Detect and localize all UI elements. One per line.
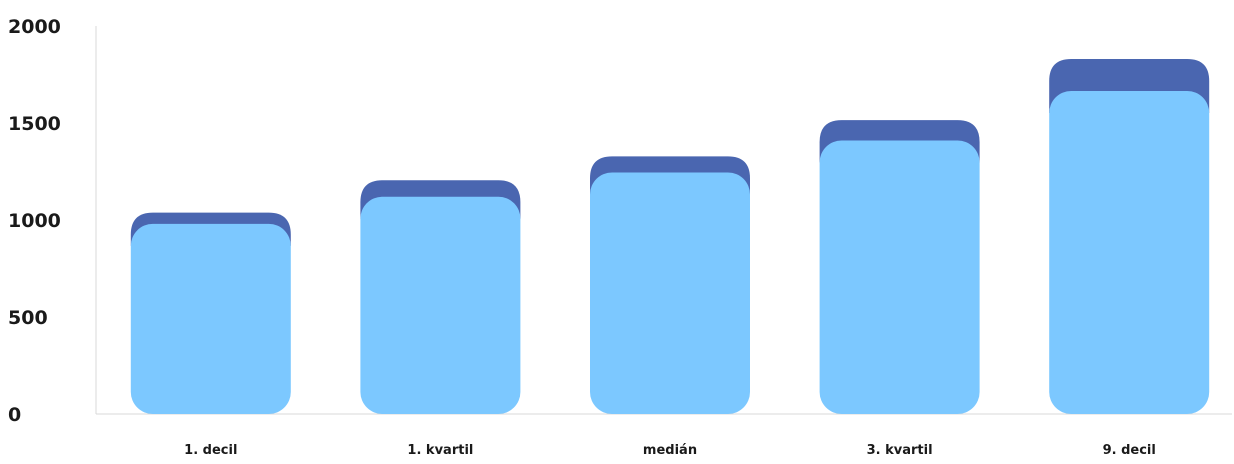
- x-axis-labels: 1. decil 1. kvartil medián 3. kvartil 9. dec…: [184, 443, 1156, 458]
- bars: [130, 58, 1210, 415]
- y-axis-labels: 0 500 1000 1500 2000: [8, 16, 61, 426]
- x-tick-label: 3. kvartil: [867, 443, 933, 458]
- y-tick-label: 1000: [8, 210, 61, 232]
- x-tick-label: medián: [643, 443, 697, 458]
- x-tick-label: 1. kvartil: [407, 443, 473, 458]
- bar-segment-lower: [1049, 90, 1210, 415]
- y-tick-label: 0: [8, 404, 21, 426]
- bar-segment-lower: [130, 223, 291, 414]
- y-tick-label: 2000: [8, 16, 61, 38]
- y-tick-label: 500: [8, 307, 48, 329]
- bar-segment-lower: [590, 172, 750, 414]
- bar-segment-lower: [360, 196, 521, 414]
- x-tick-label: 1. decil: [184, 443, 237, 458]
- x-tick-label: 9. decil: [1103, 443, 1156, 458]
- bar-segment-lower: [819, 140, 980, 414]
- y-tick-label: 1500: [8, 113, 61, 135]
